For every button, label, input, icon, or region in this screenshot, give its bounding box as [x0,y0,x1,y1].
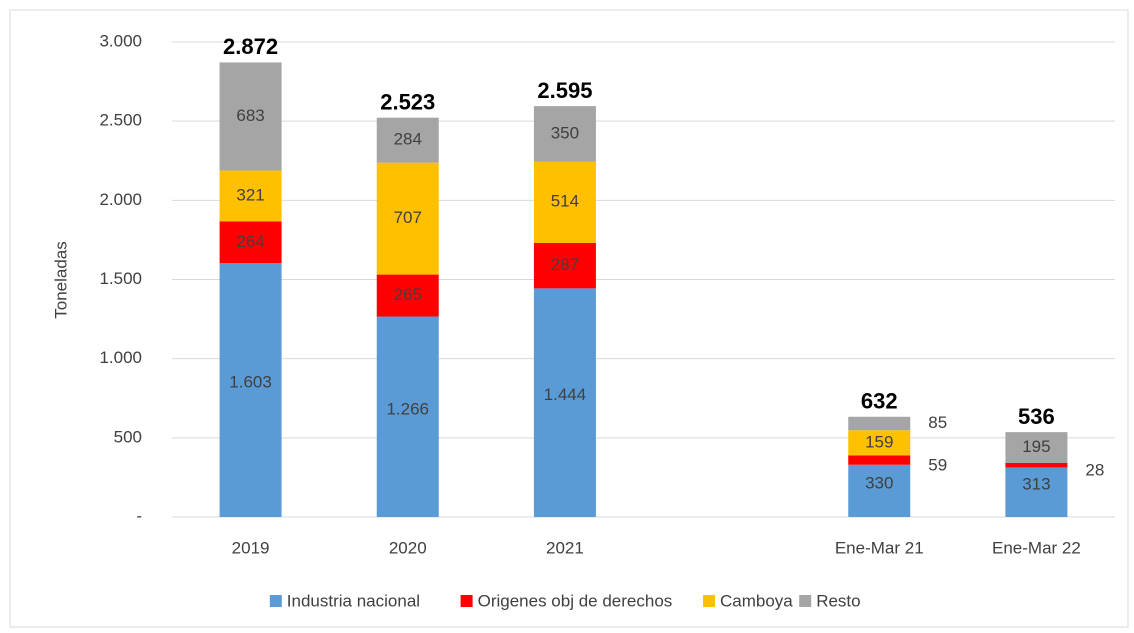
bar-segment [533,161,596,243]
data-label: 1.603 [229,373,272,392]
bar-segment [219,221,282,264]
bar-segment [848,430,911,456]
data-label: 159 [865,432,893,451]
data-label: 321 [236,185,264,204]
legend-label: Resto [816,591,860,610]
y-tick-label: 3.000 [99,31,142,50]
data-label: 514 [551,192,579,211]
data-label: 683 [236,106,264,125]
bar-segment [533,106,596,162]
data-label: 707 [394,208,422,227]
y-tick-label: 500 [114,427,142,446]
legend-swatch [269,595,282,607]
total-label: 2.523 [380,89,435,114]
bar-segment [376,162,439,275]
x-tick-label: 2021 [546,538,584,557]
y-tick-label: 2.000 [99,190,142,209]
data-label: 1.266 [386,399,429,418]
data-label: 313 [1022,475,1050,494]
bar-segment [1005,463,1068,468]
legend-label: Camboya [720,591,793,610]
legend-swatch [703,595,715,607]
bar-segment [376,316,439,517]
bar-segment [376,117,439,163]
data-label: 287 [551,255,579,274]
y-axis-title: Toneladas [51,241,70,319]
data-label: 264 [236,232,264,251]
x-tick-label: 2019 [232,538,270,557]
data-label: 28 [1085,461,1104,480]
total-label: 632 [861,389,898,414]
data-label: 350 [551,123,579,142]
x-tick-label: Ene-Mar 21 [835,538,924,557]
x-tick-label: Ene-Mar 22 [992,538,1081,557]
bar-segment [219,62,282,171]
data-label: 195 [1022,437,1050,456]
bar-segment [376,274,439,317]
y-tick-label: 1.500 [99,269,142,288]
x-tick-label: 2020 [389,538,427,557]
data-label: 265 [394,285,422,304]
total-label: 536 [1018,404,1055,429]
total-label: 2.595 [537,78,592,103]
bar-segment [219,263,282,517]
bar-segment [848,416,911,431]
legend-label: Industria nacional [287,591,420,610]
y-tick-label: 1.000 [99,348,142,367]
legend-swatch [799,595,812,607]
data-label: 59 [928,456,947,475]
bar-segment [848,464,911,517]
bar-segment [848,455,911,465]
bar-segment [1005,467,1068,517]
bar-segment [533,288,596,517]
data-label: 1.444 [544,385,587,404]
bar-segment [219,170,282,222]
y-tick-label: - [136,506,142,525]
data-label: 330 [865,473,893,492]
bar-segment [1005,432,1068,464]
y-tick-label: 2.500 [99,111,142,130]
data-label: 284 [394,130,422,149]
data-label: 85 [928,413,947,432]
legend-swatch [460,595,473,607]
legend-label: Origenes obj de derechos [478,591,673,610]
total-label: 2.872 [223,34,278,59]
bar-segment [533,242,596,289]
